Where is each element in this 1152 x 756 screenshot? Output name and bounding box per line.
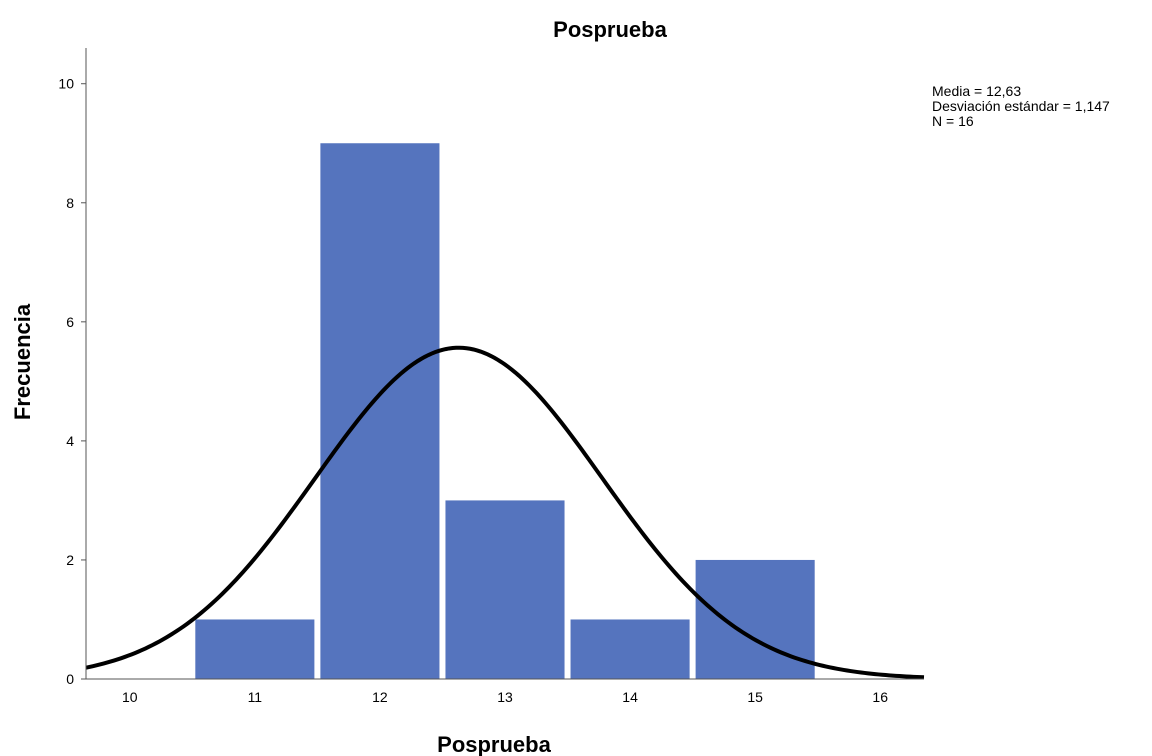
x-tick-label: 13 [497, 689, 513, 705]
stat-n: N = 16 [932, 113, 974, 129]
stat-sd: Desviación estándar = 1,147 [932, 98, 1110, 114]
x-axis-title: Posprueba [437, 732, 551, 756]
x-tick-label: 15 [747, 689, 763, 705]
y-tick-label: 10 [58, 76, 74, 92]
bar-15 [695, 559, 815, 679]
bar-13 [445, 500, 565, 679]
bar-14 [570, 619, 690, 679]
y-axis-title: Frecuencia [10, 303, 35, 420]
y-tick-label: 0 [66, 671, 74, 687]
bar-11 [195, 619, 315, 679]
x-tick-label: 12 [372, 689, 388, 705]
x-tick-label: 16 [872, 689, 888, 705]
x-tick-label: 10 [122, 689, 138, 705]
y-tick-label: 2 [66, 552, 74, 568]
x-tick-label: 14 [622, 689, 638, 705]
y-tick-label: 6 [66, 314, 74, 330]
chart-title: Posprueba [553, 17, 667, 42]
y-axis-ticks: 0 2 4 6 8 10 [58, 76, 86, 687]
y-tick-label: 8 [66, 195, 74, 211]
bar-12 [320, 143, 440, 679]
normal-curve [85, 345, 925, 680]
y-tick-label: 4 [66, 433, 74, 449]
x-tick-label: 11 [248, 689, 263, 705]
stat-mean: Media = 12,63 [932, 83, 1021, 99]
x-axis-ticks: 10 11 12 13 14 15 16 [122, 689, 888, 705]
bars-group [195, 143, 815, 679]
